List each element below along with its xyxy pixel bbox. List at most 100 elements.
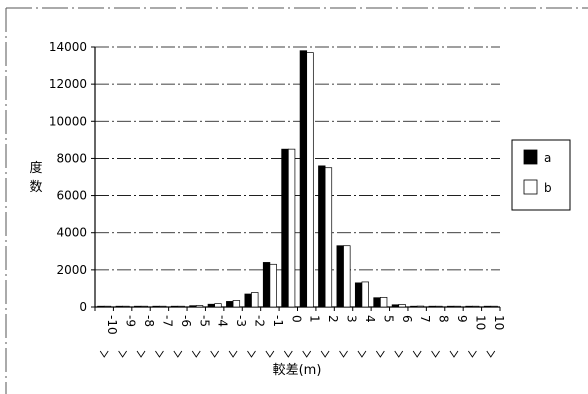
bar-b-6 [214,303,222,308]
bar-a-14 [354,282,363,308]
bar-a-1 [115,305,123,308]
bar-a-8 [244,293,252,308]
x-tick-label-20: 10 [473,315,487,330]
bar-b-15 [379,296,388,308]
bar-b-0 [103,305,112,308]
x-tick-chevron-21 [486,350,496,358]
bar-b-11 [306,52,314,308]
bar-b-2 [140,305,148,308]
legend: ab [511,139,571,211]
x-tick-chevron-12 [320,350,330,358]
grid [95,46,500,271]
x-tick-chevron-4 [173,350,183,358]
x-tick-chevron-2 [136,350,146,358]
x-tick-chevron-20 [468,350,477,358]
bar-a-4 [170,305,179,308]
legend-label-b: b [544,181,552,195]
bar-a-11 [299,50,308,308]
bar-a-18 [428,305,436,308]
legend-box [511,139,571,211]
axes [94,47,500,308]
bar-b-12 [324,167,333,308]
bar-b-13 [343,245,351,308]
bar-a-21 [483,305,492,308]
bar-b-19 [453,305,461,308]
x-tick-label-0: -10 [105,315,119,335]
bar-a-9 [262,262,271,308]
x-tick-label-12: 2 [326,315,340,323]
bar-b-4 [177,305,185,308]
x-tick-chevron-17 [412,350,422,358]
x-tick-chevron-3 [155,350,164,358]
y-tick-label-3: 6000 [56,189,87,203]
x-tick-chevron-18 [431,350,440,358]
x-tick-label-4: -6 [179,315,193,327]
x-tick-chevron-6 [210,350,220,358]
x-tick-chevron-5 [191,350,201,358]
bar-b-14 [361,281,369,308]
x-tick-label-8: -2 [252,315,266,327]
y-tick-label-4: 8000 [56,151,87,165]
y-axis-ticks: 0 2000 4000 6000 8000 10000 12000 14000 [49,40,95,314]
x-tick-chevron-14 [357,350,367,358]
bar-a-16 [391,304,400,308]
bar-b-3 [159,305,167,308]
x-tick-label-7: -3 [234,315,248,327]
x-tick-label-5: -5 [197,315,211,327]
bar-b-18 [435,305,443,308]
x-axis-label: 較差(m) [273,363,322,378]
x-tick-label-11: 1 [308,315,322,323]
x-tick-label-3: -7 [160,315,174,327]
bar-a-15 [373,297,381,308]
y-axis-label-char-2: 数 [29,180,42,195]
bar-a-10 [281,148,289,308]
x-axis-ticks: -10 -9 -8 -7 -6 -5 -4 -3 -2 -1 0 1 2 3 4 5 6 7 8 9 10 10 [94,307,506,358]
bar-a-13 [336,245,344,308]
y-tick-label-5: 10000 [49,114,87,128]
bar-a-0 [97,305,105,308]
y-tick-label-1: 2000 [56,263,87,277]
x-tick-label-6: -4 [216,315,230,327]
x-tick-label-2: -8 [142,315,156,327]
bar-a-2 [134,305,142,308]
x-tick-label-19: 9 [455,315,469,323]
x-tick-label-9: -1 [271,315,285,327]
y-tick-label-6: 12000 [49,77,87,91]
x-tick-label-10: 0 [289,315,303,323]
bar-b-20 [472,305,480,308]
bar-a-20 [465,305,473,308]
frame-lines [5,7,588,394]
legend-label-a: a [544,151,551,165]
y-axis-label-char-1: 度 [29,160,42,176]
x-tick-label-18: 8 [437,315,451,323]
x-tick-label-21: 10 [492,315,506,330]
x-tick-chevron-0 [99,350,109,358]
x-tick-label-16: 6 [400,315,414,323]
x-tick-label-14: 4 [363,315,377,323]
x-tick-label-15: 5 [381,315,395,323]
bar-b-1 [122,305,130,308]
x-tick-chevron-9 [265,350,275,358]
y-tick-label-2: 4000 [56,226,87,240]
x-tick-chevron-16 [394,350,404,358]
x-tick-label-13: 3 [345,315,359,323]
x-tick-label-1: -9 [124,315,138,327]
x-tick-chevron-7 [228,350,238,358]
x-tick-chevron-11 [302,350,312,358]
bars [97,50,498,308]
x-tick-chevron-1 [118,350,127,358]
bar-a-7 [226,301,234,308]
x-tick-chevron-8 [247,350,256,358]
bar-a-3 [152,305,160,308]
bar-b-9 [269,263,277,308]
bar-b-17 [416,305,425,308]
x-tick-chevron-19 [449,350,459,358]
bar-b-5 [195,305,204,308]
bar-b-10 [287,148,296,308]
bar-b-16 [398,304,406,308]
legend-swatch-a [523,149,538,165]
legend-swatch-b [523,179,538,195]
bar-b-8 [251,292,259,308]
